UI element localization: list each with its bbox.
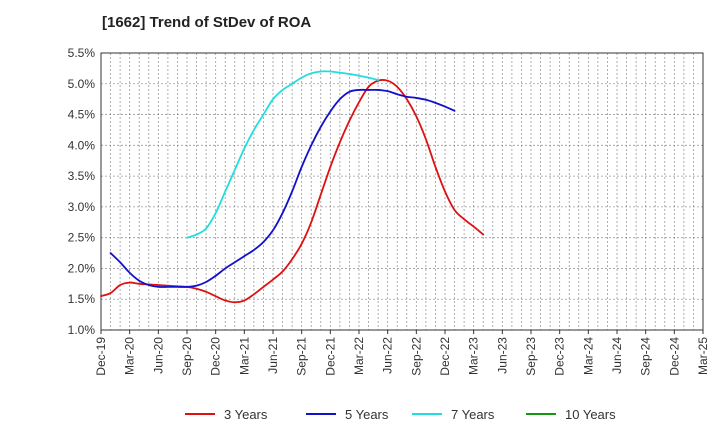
x-tick-label: Dec-20 xyxy=(209,337,223,376)
x-tick-label: Mar-21 xyxy=(237,337,251,375)
x-tick-label: Sep-20 xyxy=(180,337,194,376)
x-tick-label: Jun-24 xyxy=(610,337,624,374)
y-axis-ticks: 1.0% 1.5% 2.0% 2.5% 3.0% 3.5% 4.0% 4.5% 5.0% 5.5% xyxy=(68,46,96,337)
x-tick-label: Jun-21 xyxy=(266,337,280,374)
x-tick-label: Dec-23 xyxy=(553,337,567,376)
y-tick-label: 2.0% xyxy=(68,261,96,275)
x-tick-label: Dec-22 xyxy=(438,337,452,376)
y-tick-label: 5.0% xyxy=(68,77,96,91)
x-tick-label: Sep-22 xyxy=(409,337,423,376)
y-tick-label: 2.5% xyxy=(68,231,96,245)
x-tick-label: Jun-23 xyxy=(495,337,509,374)
y-tick-label: 3.0% xyxy=(68,200,96,214)
y-tick-label: 4.0% xyxy=(68,138,96,152)
y-tick-label: 4.5% xyxy=(68,108,96,122)
x-tick-label: Mar-25 xyxy=(696,337,710,375)
series-line-1 xyxy=(100,79,485,304)
x-tick-label: Dec-21 xyxy=(323,337,337,376)
x-tick-label: Mar-20 xyxy=(123,337,137,375)
legend-label: 3 Years xyxy=(224,407,268,422)
x-tick-label: Dec-24 xyxy=(667,337,681,376)
legend-label: 5 Years xyxy=(345,407,389,422)
series-line-2 xyxy=(109,88,456,288)
series-line-3 xyxy=(186,70,380,239)
y-tick-label: 5.5% xyxy=(68,46,96,60)
x-tick-label: Dec-19 xyxy=(94,337,108,376)
legend-label: 10 Years xyxy=(565,407,616,422)
x-tick-label: Sep-21 xyxy=(295,337,309,376)
plot-border xyxy=(100,52,704,331)
x-tick-label: Jun-22 xyxy=(381,337,395,374)
x-tick-label: Sep-24 xyxy=(639,337,653,376)
legend-label: 7 Years xyxy=(451,407,495,422)
x-tick-label: Mar-24 xyxy=(581,337,595,375)
x-axis-ticks: Dec-19 Mar-20 Jun-20 Sep-20 Dec-20 Mar-21 Jun-… xyxy=(94,330,710,376)
x-tick-label: Sep-23 xyxy=(524,337,538,376)
legend: 3 Years 5 Years 7 Years 10 Years xyxy=(185,407,616,422)
series-lines xyxy=(100,70,485,304)
x-tick-label: Jun-20 xyxy=(151,337,165,374)
x-tick-label: Mar-23 xyxy=(467,337,481,375)
y-tick-label: 1.0% xyxy=(68,323,96,337)
y-tick-label: 3.5% xyxy=(68,169,96,183)
x-tick-label: Mar-22 xyxy=(352,337,366,375)
chart-title: [1662] Trend of StDev of ROA xyxy=(102,14,312,31)
y-tick-label: 1.5% xyxy=(68,292,96,306)
